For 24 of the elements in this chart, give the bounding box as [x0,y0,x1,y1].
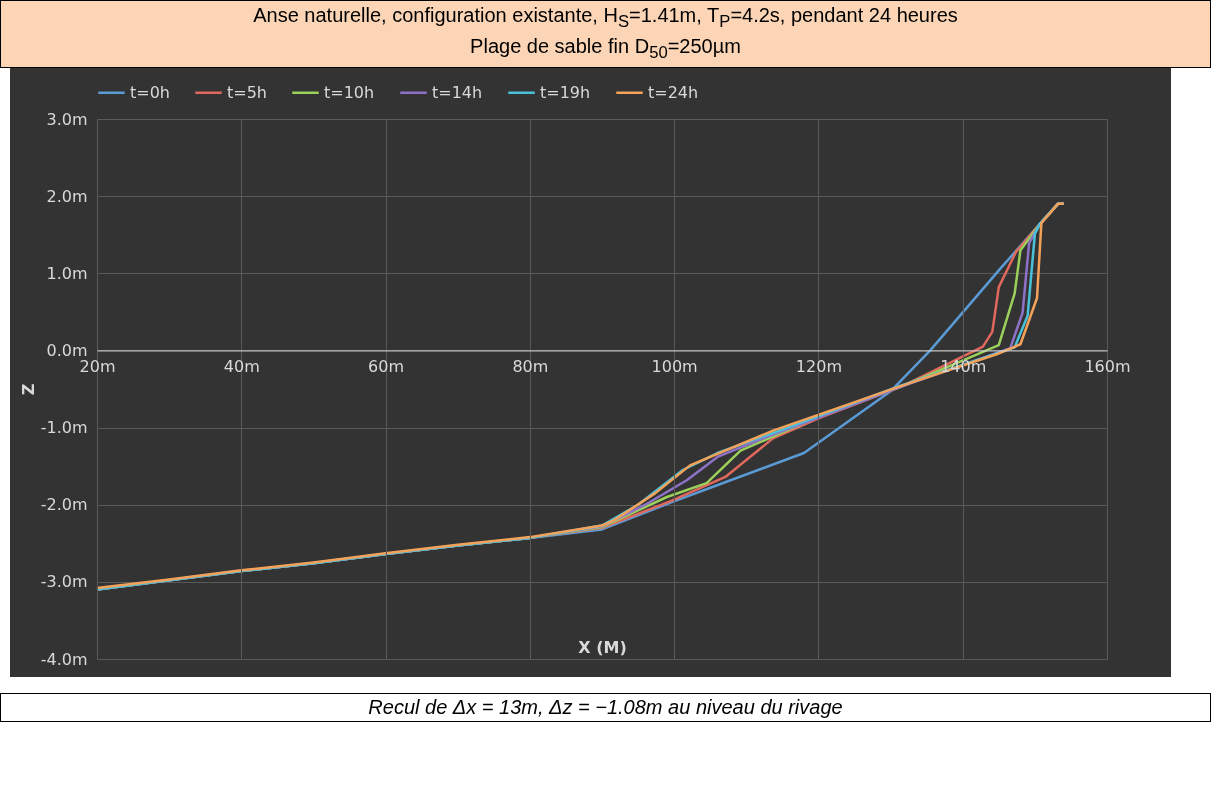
y-tick-label: 3.0m [46,109,88,129]
x-tick-label: 100m [651,356,698,376]
text: Recul de Δx = 13m, Δz = −1.08m au niveau du rivage [0,693,1211,722]
x-tick-label: 40m [223,356,260,376]
chart-subtitle: Plage de sable fin D$_{50}$=250µm [469,34,742,64]
legend-label: t=19h [540,82,591,102]
y-tick-label: -4.0m [40,649,88,669]
x-tick-label: 120m [795,356,842,376]
legend-label: t=14h [432,82,483,102]
y-tick-label: 1.0m [46,263,88,283]
y-axis-title: Z [18,383,38,396]
x-axis-title: X (M) [578,637,627,657]
legend-label: t=5h [227,82,267,102]
y-tick-label: -3.0m [40,572,88,592]
y-tick-label: -1.0m [40,418,88,438]
y-tick-label: 2.0m [46,186,88,206]
x-tick-label: 60m [368,356,405,376]
legend-label: t=24h [648,82,699,102]
legend-label: t=0h [130,82,170,102]
x-tick-label: 160m [1084,356,1131,376]
legend-label: t=10h [324,82,375,102]
y-tick-label: -2.0m [40,495,88,515]
x-tick-label: 80m [512,356,549,376]
chart-title: Anse naturelle, configuration existante, H$_{S}$=1.41m, T$_{P}$=4.2s, pendant 24 heures [252,3,959,33]
